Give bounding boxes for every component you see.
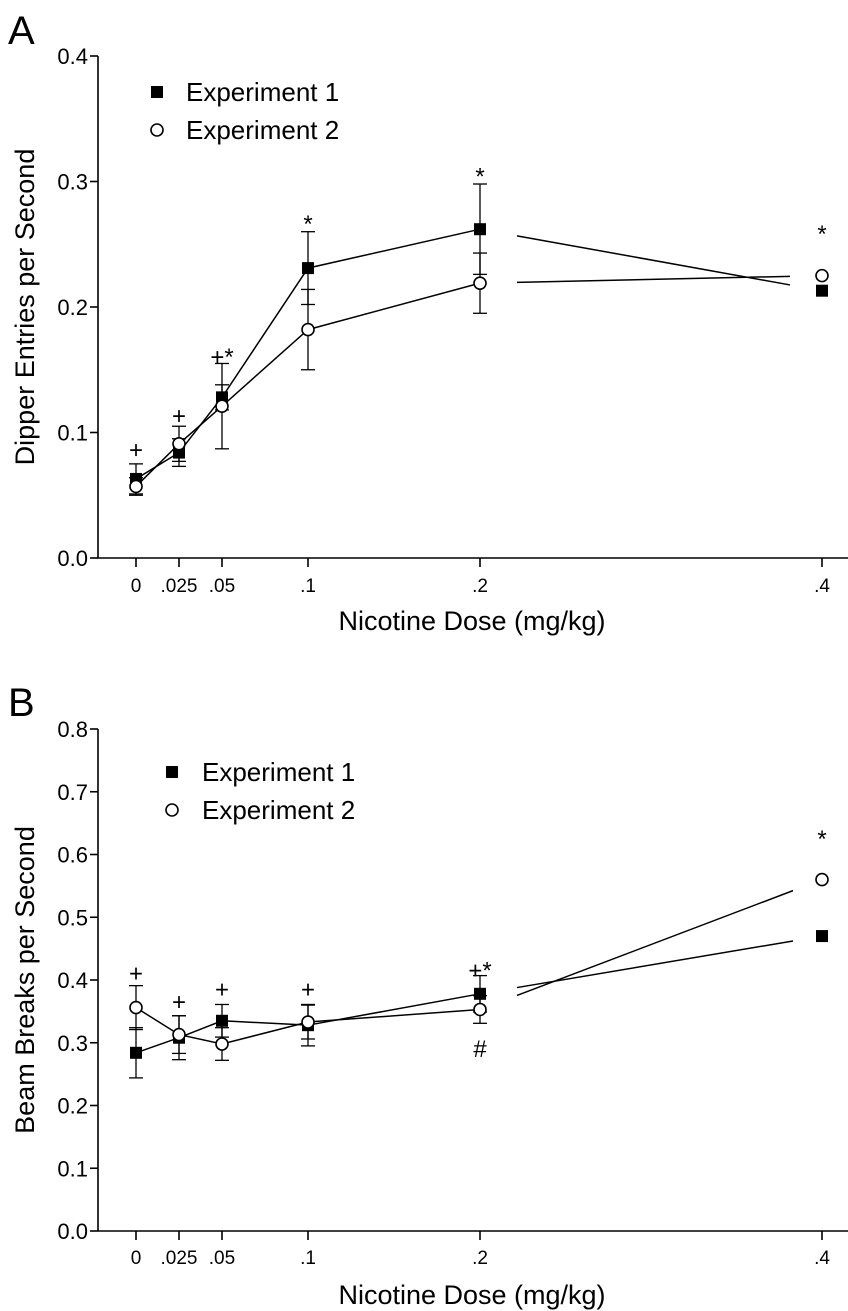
x-tick-label: .025	[161, 1248, 198, 1269]
significance-mark: *	[303, 211, 312, 238]
data-point-circle	[172, 436, 186, 451]
data-point-square	[302, 262, 314, 275]
data-point-square	[474, 987, 486, 1000]
y-axis-title: Beam Breaks per Second	[10, 826, 40, 1134]
x-tick-label: .025	[161, 576, 198, 597]
x-tick-label: .05	[209, 1248, 235, 1269]
significance-mark: *	[817, 826, 826, 853]
significance-mark: #	[473, 1036, 487, 1063]
x-tick-label: .05	[209, 576, 235, 597]
significance-mark: +	[129, 437, 143, 464]
x-tick-label: .4	[814, 576, 830, 597]
x-tick-label: .1	[300, 576, 316, 597]
legend-square-marker	[166, 766, 178, 778]
significance-mark: *	[475, 163, 484, 190]
significance-mark: +*	[468, 958, 491, 985]
data-point-circle	[129, 479, 143, 494]
panel-a: A 0.0 0.1 0.2 0.3 0.4 0 .025 .05 .1 .2 .4 Nicotine D…	[8, 9, 848, 636]
y-tick-label: 0.0	[57, 1219, 88, 1244]
legend-label-1: Experiment 1	[186, 77, 339, 107]
y-tick-label: 0.5	[57, 905, 88, 930]
significance-mark: +*	[210, 344, 233, 371]
x-tick-label: .1	[300, 1248, 316, 1269]
series-1	[129, 183, 828, 495]
data-point-square	[474, 223, 486, 236]
series-connector	[516, 940, 794, 989]
x-axis-title: Nicotine Dose (mg/kg)	[338, 606, 605, 636]
data-point-square	[130, 1046, 142, 1059]
y-tick-label: 0.3	[57, 170, 88, 195]
y-tick-label: 0.0	[57, 546, 88, 571]
legend-square-marker	[151, 86, 163, 98]
y-tick-label: 0.4	[57, 44, 88, 69]
data-point-circle	[301, 322, 315, 337]
x-tick-label: 0	[131, 1248, 142, 1269]
x-tick-label: 0	[131, 576, 142, 597]
data-point-circle	[301, 1015, 315, 1029]
y-tick-label: 0.2	[57, 1094, 88, 1119]
data-point-square	[816, 284, 828, 297]
legend-label-2: Experiment 2	[186, 115, 339, 145]
series-connector	[516, 275, 791, 284]
y-tick-label: 0.1	[57, 421, 88, 446]
y-tick-label: 0.8	[57, 717, 88, 742]
data-point-circle	[215, 399, 229, 413]
series-2	[129, 872, 829, 1061]
significance-mark: +	[215, 976, 229, 1003]
data-point-circle	[473, 276, 487, 290]
x-axis-title: Nicotine Dose (mg/kg)	[338, 1280, 605, 1310]
significance-mark: +	[129, 961, 143, 988]
x-tick-label: .2	[472, 576, 488, 597]
panel-b: B 0.0 0.1 0.2 0.3 0.4 0.5 0.6 0.7 0.8 0 .025 .05 .1 .2…	[8, 681, 848, 1310]
significance-mark: +	[172, 989, 186, 1016]
significance-mark: *	[817, 221, 826, 248]
data-point-square	[216, 1014, 228, 1027]
significance-mark: +	[301, 976, 315, 1003]
data-point-circle	[815, 268, 829, 283]
y-tick-label: 0.1	[57, 1156, 88, 1181]
y-tick-label: 0.4	[57, 968, 88, 993]
legend-label-2: Experiment 2	[202, 795, 355, 825]
legend-circle-marker	[150, 123, 164, 137]
y-tick-label: 0.7	[57, 780, 88, 805]
data-point-circle	[215, 1037, 229, 1051]
legend-label-1: Experiment 1	[202, 757, 355, 787]
y-tick-label: 0.2	[57, 295, 88, 320]
y-tick-label: 0.3	[57, 1031, 88, 1056]
x-tick-label: .4	[814, 1248, 830, 1269]
legend: Experiment 1 Experiment 2	[165, 757, 355, 825]
panel-letter: A	[8, 9, 35, 53]
series-2	[129, 252, 829, 496]
x-tick-label: .2	[472, 1248, 488, 1269]
data-point-square	[816, 930, 828, 943]
data-point-circle	[815, 872, 829, 887]
data-point-circle	[129, 1000, 143, 1015]
legend-circle-marker	[165, 803, 179, 817]
legend: Experiment 1 Experiment 2	[150, 77, 339, 145]
panel-letter: B	[8, 681, 35, 725]
series-connector	[516, 889, 794, 997]
data-point-circle	[473, 1002, 487, 1017]
y-tick-label: 0.6	[57, 843, 88, 868]
significance-mark: +	[172, 403, 186, 430]
y-axis-title: Dipper Entries per Second	[10, 149, 40, 466]
data-point-circle	[172, 1027, 186, 1042]
